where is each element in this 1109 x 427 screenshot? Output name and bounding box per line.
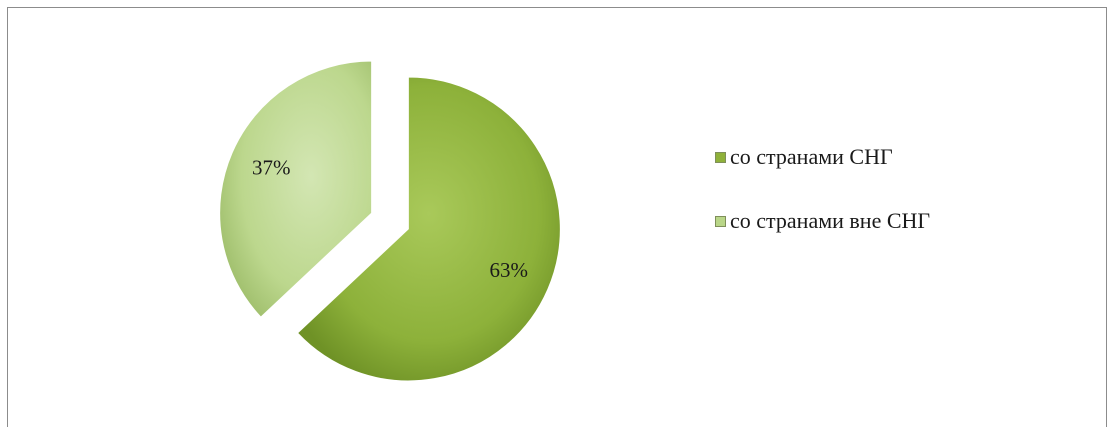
pie-slice <box>219 60 373 318</box>
pie-slice <box>296 76 561 382</box>
data-label: 37% <box>252 155 291 179</box>
legend-item: со странами СНГ <box>715 143 930 171</box>
legend-label: со странами вне СНГ <box>730 208 931 233</box>
legend-swatch <box>715 151 726 163</box>
legend-label: со странами СНГ <box>730 144 893 169</box>
legend: со странами СНГ со странами вне СНГ <box>715 143 930 271</box>
data-label: 63% <box>490 258 529 282</box>
legend-item: со странами вне СНГ <box>715 207 930 235</box>
legend-swatch <box>715 215 726 227</box>
